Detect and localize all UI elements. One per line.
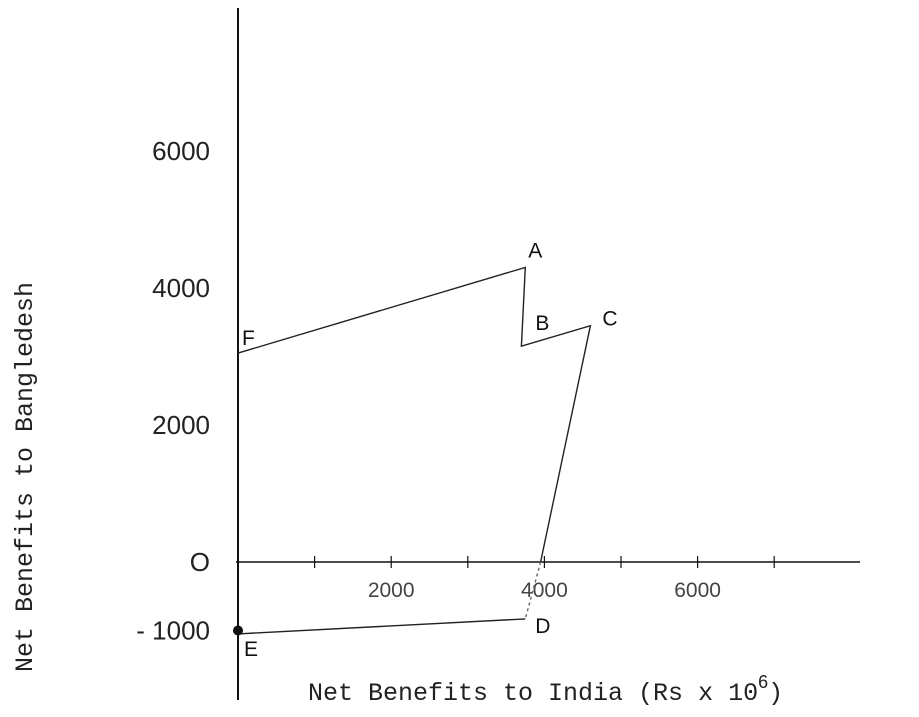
y-tick-label: 6000	[152, 136, 210, 166]
series-layer	[233, 266, 592, 636]
point-marker	[233, 625, 243, 636]
x-axis-title-suffix: )	[768, 679, 783, 708]
point-label-b: B	[535, 312, 549, 335]
series-line-2	[524, 561, 542, 620]
x-axis-title-main: Net Benefits to India (Rs x 10	[308, 679, 758, 708]
x-tick-label: 4000	[521, 579, 568, 602]
y-axis-title: Net Benefits to Bangledesh	[11, 282, 40, 672]
x-tick-label: 6000	[674, 579, 721, 602]
series-line-3	[237, 618, 526, 635]
x-tick-label: 2000	[368, 579, 415, 602]
point-label-a: A	[528, 239, 542, 262]
point-label-d: D	[535, 615, 550, 638]
axes: 2000 4000 6000 6000 4000 2000 O - 1000	[136, 8, 860, 700]
series-line-1	[237, 266, 592, 563]
y-tick-label: O	[190, 547, 210, 577]
y-tick-label: 4000	[152, 273, 210, 303]
x-axis-title: Net Benefits to India (Rs x 106)	[308, 672, 783, 708]
labels-layer: F A B C D E	[242, 239, 618, 660]
point-label-e: E	[244, 638, 258, 661]
y-tick-label: - 1000	[136, 616, 210, 646]
point-label-f: F	[242, 327, 255, 350]
x-axis-title-superscript: 6	[758, 672, 768, 692]
y-tick-label: 2000	[152, 410, 210, 440]
point-label-c: C	[602, 308, 617, 331]
